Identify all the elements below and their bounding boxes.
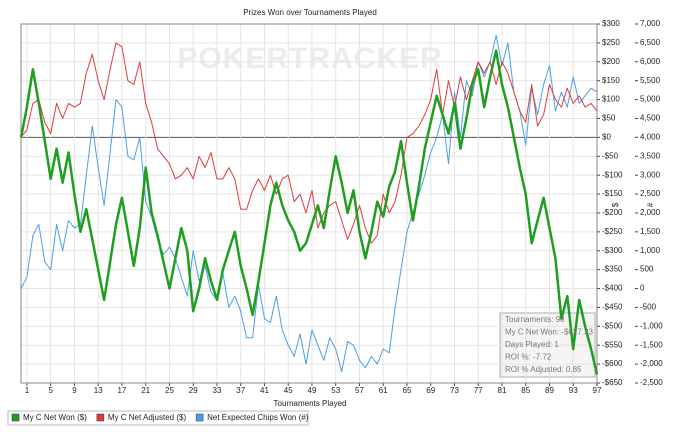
y-tick-label: -$100 — [602, 170, 623, 179]
y2-tick-label: 0 — [640, 284, 645, 293]
y2-tick-label: 6,000 — [640, 57, 661, 66]
y2-tick-label: 2,000 — [640, 208, 661, 217]
y-tick-label: $150 — [602, 76, 620, 85]
x-tick-label: 77 — [474, 386, 483, 395]
y-tick-label: $0 — [602, 132, 611, 141]
watermark: POKERTRACKER — [177, 42, 442, 75]
y-tick-label: -$200 — [602, 208, 623, 217]
x-tick-label: 65 — [403, 386, 412, 395]
x-tick-label: 25 — [165, 386, 174, 395]
legend-swatch — [96, 413, 105, 422]
x-tick-label: 9 — [72, 386, 77, 395]
x-tick-label: 61 — [379, 386, 388, 395]
x-tick-label: 69 — [426, 386, 435, 395]
y-tick-label: -$500 — [602, 321, 623, 330]
tooltip-line: Days Played: 1 — [505, 340, 559, 349]
x-tick-label: 13 — [94, 386, 103, 395]
tooltip-line: Tournaments: 98 — [505, 315, 565, 324]
x-tick-label: 17 — [117, 386, 126, 395]
y2-tick-label: 1,000 — [640, 246, 661, 255]
x-tick-label: 89 — [545, 386, 554, 395]
y-tick-label: -$550 — [602, 340, 623, 349]
y2-axis-label: # — [646, 202, 655, 207]
series-line — [20, 42, 598, 244]
tooltip-line: ROI % Adjusted: 0.85 — [505, 365, 582, 374]
x-tick-label: 21 — [141, 386, 150, 395]
x-tick-label: 41 — [260, 386, 269, 395]
chart-title: Prizes Won over Tournaments Played — [243, 8, 377, 17]
y2-tick-label: -500 — [640, 303, 657, 312]
y2-tick-label: -2,500 — [640, 378, 663, 387]
y-tick-label: -$50 — [602, 151, 619, 160]
y2-tick-label: -1,500 — [640, 340, 663, 349]
y2-tick-label: 500 — [640, 265, 654, 274]
x-tick-label: 29 — [189, 386, 198, 395]
y2-tick-label: 6,500 — [640, 38, 661, 47]
y-tick-label: -$650 — [602, 378, 623, 387]
y-tick-label: -$600 — [602, 359, 623, 368]
x-tick-label: 45 — [284, 386, 293, 395]
y-tick-label: -$150 — [602, 189, 623, 198]
y-tick-label: -$400 — [602, 284, 623, 293]
x-tick-label: 1 — [25, 386, 30, 395]
y-tick-label: $100 — [602, 95, 620, 104]
y2-tick-label: 4,000 — [640, 132, 661, 141]
plot-frame — [20, 23, 598, 384]
y-tick-label: -$250 — [602, 227, 623, 236]
series-line — [19, 49, 599, 375]
x-tick-label: 5 — [48, 386, 53, 395]
legend-swatch — [195, 413, 204, 422]
y-tick-label: $50 — [602, 114, 616, 123]
y2-tick-label: 3,500 — [640, 151, 661, 160]
y2-tick-label: 5,000 — [640, 95, 661, 104]
x-tick-label: 37 — [236, 386, 245, 395]
y2-tick-label: 4,500 — [640, 114, 661, 123]
legend-label: My C Net Adjusted ($) — [108, 413, 187, 422]
y2-tick-label: 7,000 — [640, 19, 661, 28]
y-tick-label: -$450 — [602, 303, 623, 312]
y-tick-label: -$300 — [602, 246, 623, 255]
x-tick-label: 81 — [498, 386, 507, 395]
y2-tick-label: 5,500 — [640, 76, 661, 85]
series-line — [20, 34, 598, 373]
tooltip-line: ROI %: -7.72 — [505, 353, 552, 362]
x-tick-label: 93 — [569, 386, 578, 395]
legend-label: Net Expected Chips Won (#) — [207, 413, 309, 422]
legend — [7, 410, 309, 426]
x-tick-label: 53 — [331, 386, 340, 395]
y-tick-label: -$350 — [602, 265, 623, 274]
x-tick-label: 73 — [450, 386, 459, 395]
y-tick-label: $250 — [602, 38, 620, 47]
y-tick-label: $300 — [602, 19, 620, 28]
x-tick-label: 85 — [521, 386, 530, 395]
y2-tick-label: 2,500 — [640, 189, 661, 198]
x-tick-label: 97 — [593, 386, 602, 395]
y2-tick-label: 1,500 — [640, 227, 661, 236]
x-axis-label: Tournaments Played — [274, 399, 347, 408]
legend-swatch — [11, 413, 20, 422]
y2-tick-label: -2,000 — [640, 359, 663, 368]
y-axis-label: $ — [611, 202, 620, 207]
y2-tick-label: 3,000 — [640, 170, 661, 179]
legend-label: My C Net Won ($) — [23, 413, 87, 422]
y2-tick-label: -1,000 — [640, 321, 663, 330]
tooltip-line: My C Net Won: -$627.33 — [505, 328, 593, 337]
x-tick-label: 57 — [355, 386, 364, 395]
y-tick-label: $200 — [602, 57, 620, 66]
x-tick-label: 33 — [213, 386, 222, 395]
x-tick-label: 49 — [308, 386, 317, 395]
